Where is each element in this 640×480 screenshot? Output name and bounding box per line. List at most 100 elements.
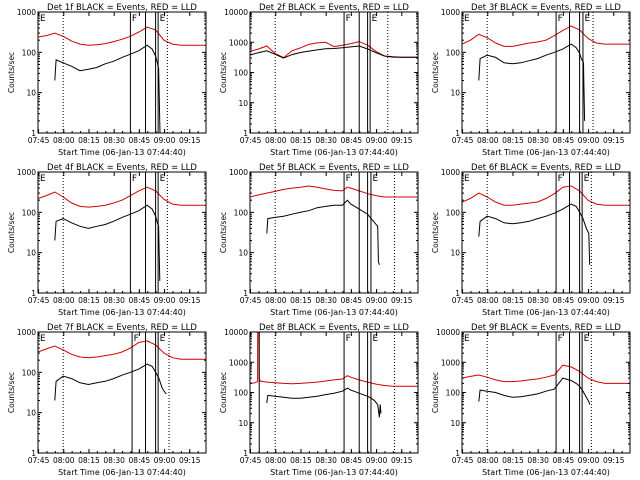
corner-marker-label: E (464, 14, 470, 24)
x-tick-label: 08:15 (290, 296, 312, 305)
corner-marker-label: E (464, 174, 470, 184)
panel-title: Det 9f BLACK = Events, RED = LLD (471, 323, 621, 333)
plot-frame (249, 171, 419, 294)
panel-title: Det 5f BLACK = Events, RED = LLD (259, 163, 409, 173)
events-series-line (54, 44, 161, 133)
x-axis-label: Start Time (06-Jan-13 07:44:40) (270, 308, 398, 317)
y-tick-label: 1000 (441, 168, 460, 177)
x-axis-label: Start Time (06-Jan-13 07:44:40) (482, 308, 610, 317)
marker-label: F (558, 334, 563, 344)
y-tick-label: 1000 (229, 358, 248, 367)
detector-panel-7: Det 7f BLACK = Events, RED = LLD Start Ti… (7, 323, 207, 477)
y-tick-label: 1 (455, 129, 460, 138)
corner-marker-label: E (464, 334, 470, 344)
corner-marker-label: E (40, 334, 46, 344)
y-axis-label: Counts/sec (219, 372, 228, 413)
y-axis-label: Counts/sec (219, 52, 228, 93)
y-axis-label: Counts/sec (431, 212, 440, 253)
y-tick-label: 10 (26, 89, 36, 98)
events-series-line (478, 377, 591, 405)
y-axis-label: Counts/sec (219, 212, 228, 253)
y-tick-label: 1 (455, 449, 460, 458)
marker-label: F (346, 174, 351, 184)
marker-label: E (160, 14, 166, 24)
x-tick-label: 09:15 (179, 296, 201, 305)
x-tick-label: 08:15 (78, 136, 100, 145)
x-tick-label: 08:30 (315, 296, 337, 305)
x-tick-label: 07:45 (240, 296, 262, 305)
x-tick-label: 08:15 (78, 296, 100, 305)
x-axis-label: Start Time (06-Jan-13 07:44:40) (270, 468, 398, 477)
x-tick-label: 07:45 (240, 136, 262, 145)
marker-label: F (558, 14, 563, 24)
x-axis-label: Start Time (06-Jan-13 07:44:40) (58, 468, 186, 477)
plot-frame (461, 11, 631, 134)
series-group (462, 364, 630, 405)
x-tick-label: 08:00 (53, 456, 75, 465)
y-axis-label: Counts/sec (431, 372, 440, 413)
marker-label: E (160, 334, 166, 344)
x-tick-label: 08:30 (315, 456, 337, 465)
y-tick-label: 10000 (224, 8, 248, 17)
x-tick-label: 08:00 (265, 136, 287, 145)
y-tick-label: 10 (238, 419, 248, 428)
y-tick-label: 1 (243, 449, 248, 458)
events-series-line (54, 204, 161, 281)
x-tick-label: 07:45 (452, 296, 474, 305)
lld-series-line (250, 185, 418, 198)
marker-label: F (346, 14, 351, 24)
x-tick-label: 08:15 (78, 456, 100, 465)
detector-panel-8: Det 8f BLACK = Events, RED = LLD Start Ti… (219, 323, 419, 477)
detector-panel-9: Det 9f BLACK = Events, RED = LLD Start Ti… (431, 323, 631, 477)
series-group (38, 186, 206, 281)
x-tick-label: 09:15 (603, 456, 625, 465)
x-axis-label: Start Time (06-Jan-13 07:44:40) (482, 148, 610, 157)
x-tick-label: 08:30 (527, 296, 549, 305)
x-tick-label: 09:00 (154, 136, 176, 145)
y-tick-label: 1 (31, 449, 36, 458)
y-tick-label: 10 (26, 249, 36, 258)
y-tick-label: 1 (243, 289, 248, 298)
x-tick-label: 09:15 (391, 456, 413, 465)
y-tick-label: 100 (22, 368, 37, 377)
y-tick-label: 10 (450, 249, 460, 258)
x-tick-label: 08:30 (315, 136, 337, 145)
marker-label: E (160, 174, 166, 184)
x-tick-label: 08:45 (341, 296, 363, 305)
y-tick-label: 10 (238, 99, 248, 108)
y-tick-label: 100 (22, 208, 37, 217)
x-tick-label: 09:15 (179, 136, 201, 145)
x-tick-label: 08:15 (502, 456, 524, 465)
y-tick-label: 1000 (441, 8, 460, 17)
x-tick-label: 08:45 (129, 296, 151, 305)
y-tick-label: 10 (238, 249, 248, 258)
x-tick-label: 08:30 (103, 456, 125, 465)
plot-frame (37, 171, 207, 294)
y-tick-label: 10000 (224, 328, 248, 337)
x-tick-label: 07:45 (28, 136, 50, 145)
y-tick-label: 1000 (229, 38, 248, 47)
panel-title: Det 4f BLACK = Events, RED = LLD (47, 163, 197, 173)
series-group (462, 25, 630, 121)
y-tick-label: 1000 (229, 168, 248, 177)
x-tick-label: 08:45 (553, 296, 575, 305)
corner-marker-label: E (40, 14, 46, 24)
x-tick-label: 08:15 (290, 136, 312, 145)
y-tick-label: 1 (455, 289, 460, 298)
plot-frame (37, 331, 207, 454)
y-tick-label: 1000 (441, 358, 460, 367)
x-tick-label: 08:45 (553, 456, 575, 465)
y-tick-label: 10000 (436, 328, 460, 337)
lld-series-line (38, 26, 206, 46)
marker-label: F (558, 174, 563, 184)
marker-label: F (132, 14, 137, 24)
events-series-line (478, 203, 591, 265)
marker-label: E (372, 334, 378, 344)
x-tick-label: 09:00 (366, 456, 388, 465)
marker-label: E (372, 14, 378, 24)
x-tick-label: 08:45 (129, 136, 151, 145)
lld-series-line (38, 340, 206, 360)
x-tick-label: 09:15 (179, 456, 201, 465)
panel-title: Det 8f BLACK = Events, RED = LLD (259, 323, 409, 333)
